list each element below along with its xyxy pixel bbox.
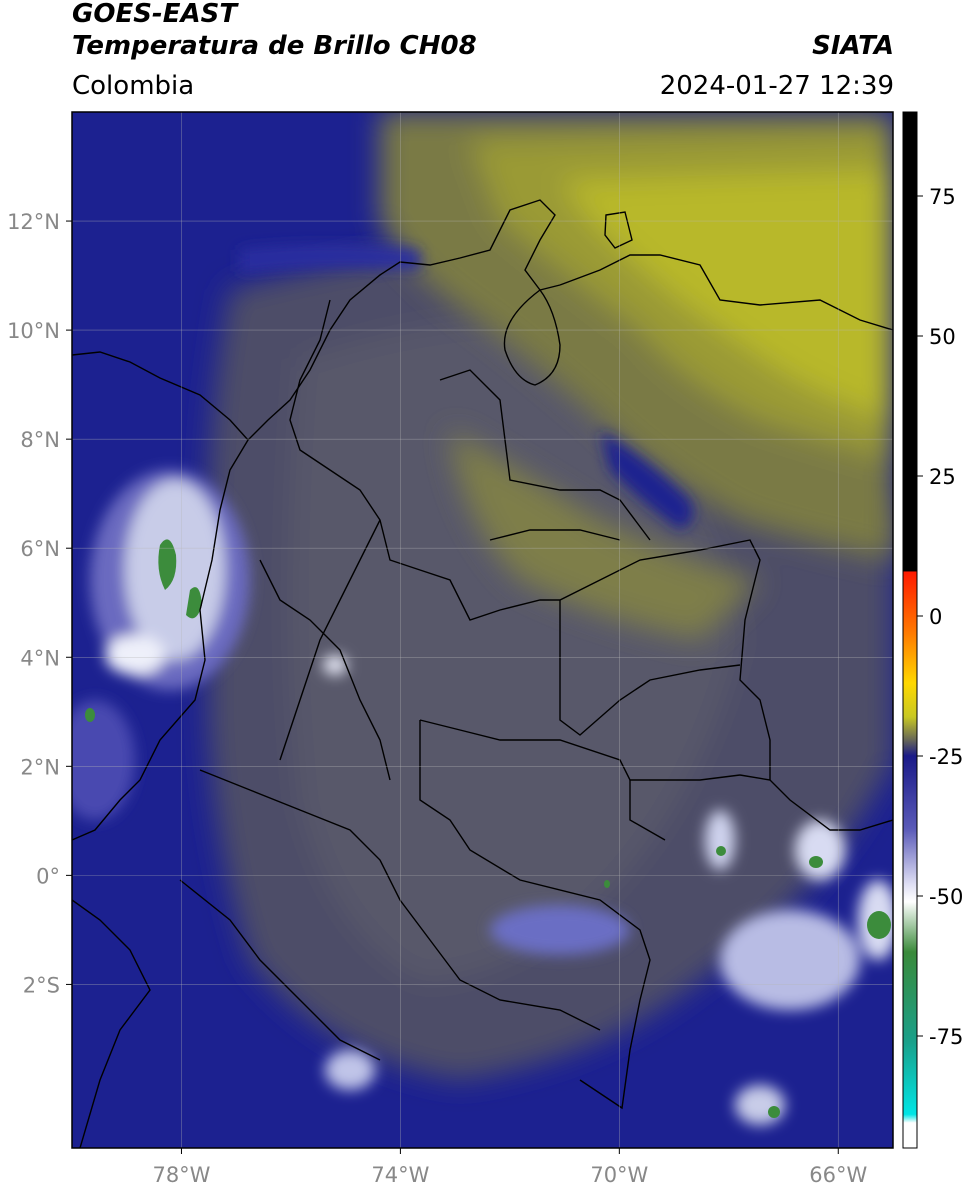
product-title: Temperatura de Brillo CH08 <box>72 31 477 61</box>
organization-label: SIATA <box>812 31 894 61</box>
lon-tick-label: 66°W <box>809 1163 867 1187</box>
lat-tick-label: 2°N <box>20 755 60 779</box>
colorbar-ticks: 75 50 25 0 -25 -50 -75 <box>917 185 963 1049</box>
colorbar-tick-label: 50 <box>929 325 956 349</box>
lon-tick-label: 70°W <box>590 1163 648 1187</box>
lat-tick-label: 6°N <box>20 537 60 561</box>
lat-tick-label: 2°S <box>23 973 60 997</box>
lat-tick-label: 4°N <box>20 646 60 670</box>
lat-tick-label: 10°N <box>7 319 60 343</box>
satellite-title: GOES-EAST <box>72 0 238 29</box>
colorbar: 75 50 25 0 -25 -50 -75 <box>902 111 963 1149</box>
colorbar-tick-label: -50 <box>929 885 963 909</box>
datetime-label: 2024-01-27 12:39 <box>659 71 894 101</box>
colorbar-gradient <box>902 111 918 1149</box>
colorbar-tick-label: 75 <box>929 185 956 209</box>
map-gridlines <box>72 112 893 1148</box>
lon-tick-label: 78°W <box>152 1163 210 1187</box>
colorbar-tick-label: 25 <box>929 465 956 489</box>
map-frame <box>71 111 894 1149</box>
longitude-ticks: 78°W 74°W 70°W 66°W <box>152 1148 867 1187</box>
lat-tick-label: 8°N <box>20 428 60 452</box>
colorbar-tick-label: -75 <box>929 1025 963 1049</box>
lat-tick-label: 0° <box>36 864 60 888</box>
colorbar-tick-label: 0 <box>929 605 942 629</box>
lon-tick-label: 74°W <box>371 1163 429 1187</box>
region-label: Colombia <box>72 71 195 101</box>
brightness-temperature-imagery <box>72 112 893 1148</box>
latitude-ticks: 12°N 10°N 8°N 6°N 4°N 2°N 0° 2°S <box>7 210 72 997</box>
lat-tick-label: 12°N <box>7 210 60 234</box>
colorbar-tick-label: -25 <box>929 745 963 769</box>
